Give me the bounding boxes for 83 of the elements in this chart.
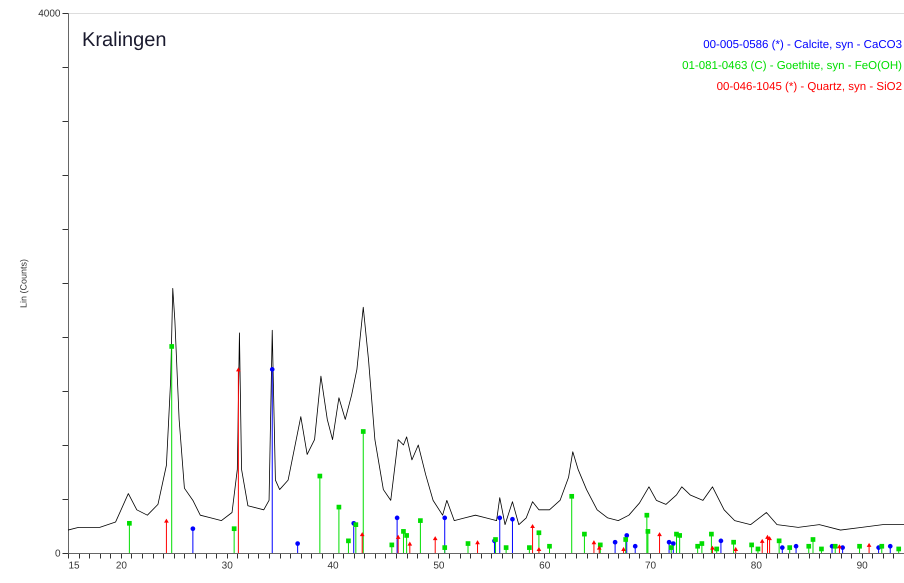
point [442,516,448,520]
point [731,540,736,545]
point [857,544,862,549]
point [536,530,542,536]
point [536,546,542,551]
point [530,524,535,528]
point [169,344,174,349]
point [190,526,196,532]
point [612,540,618,545]
text: 00-005-0586 (*) - Calcite, syn - CaCO3 [703,39,902,51]
point [336,504,342,510]
point [295,541,300,546]
text: Kralingen [82,29,167,51]
point [657,532,662,536]
x-tick-label: 20 [116,560,128,572]
point [879,544,884,549]
point [621,546,626,551]
point [760,538,765,543]
point [670,541,676,546]
point [497,516,502,520]
point [394,516,400,520]
point [632,544,638,549]
x-tick-label: 15 [68,560,80,572]
text: 00-046-1045 (*) - Quartz, syn - SiO2 [716,81,902,93]
point [623,537,628,542]
point [127,520,132,526]
point [787,545,792,550]
point [794,544,798,549]
point [569,494,574,499]
point [776,538,782,544]
point [646,529,650,534]
point [527,545,532,550]
point [232,526,236,532]
point [810,537,816,542]
point [432,536,438,540]
point [806,544,812,549]
point [236,367,241,372]
point [644,512,650,518]
point [318,474,322,478]
point [401,529,406,534]
y-axis-title: Lin (Counts) [18,258,28,308]
x-tick-label: 90 [856,560,868,572]
point [888,544,893,549]
point [837,544,842,548]
point [360,532,365,536]
x-tick-label: 30 [222,560,234,572]
point [466,541,470,546]
point [749,542,754,548]
point [866,542,872,547]
point [442,545,448,550]
point [346,538,351,544]
point [700,541,704,546]
x-tick-label: 40 [327,560,340,572]
y-tick-label: 4000 [38,8,61,20]
point [407,542,412,546]
point [360,429,366,434]
point [666,540,672,545]
x-tick-label: 80 [750,560,762,572]
point [404,533,409,538]
x-tick-label: 70 [644,560,657,572]
point [780,545,785,550]
point [504,545,508,550]
line-series [68,288,904,530]
point [832,544,838,549]
point [510,516,515,522]
y-tick-label: 0 [54,548,61,560]
point [396,534,401,539]
point [547,544,552,549]
text: 01-081-0463 (C) - Goethite, syn - FeO(OH) [682,60,902,72]
point [270,367,275,372]
x-tick-label: 50 [433,560,445,572]
point [418,518,423,523]
point [596,546,602,550]
point [164,518,169,523]
point [718,538,724,544]
point [709,532,714,536]
point [389,542,394,548]
point [710,546,715,550]
point [733,546,738,551]
x-tick-label: 60 [539,560,551,572]
point [668,545,674,550]
point [582,532,587,536]
point [677,533,682,538]
